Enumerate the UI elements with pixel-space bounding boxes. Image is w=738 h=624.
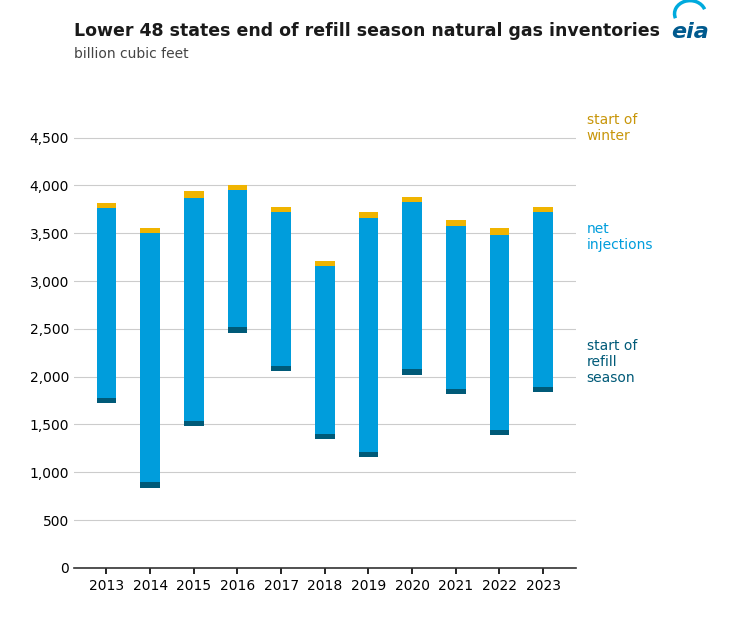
Bar: [533, 212, 553, 392]
Bar: [533, 207, 553, 212]
Text: Lower 48 states end of refill season natural gas inventories: Lower 48 states end of refill season nat…: [74, 22, 660, 40]
Bar: [489, 228, 509, 235]
Bar: [402, 369, 422, 375]
Bar: [402, 202, 422, 375]
Bar: [359, 212, 378, 218]
Bar: [315, 266, 334, 439]
Bar: [359, 452, 378, 457]
Bar: [184, 191, 204, 198]
Text: eia: eia: [671, 22, 708, 42]
Bar: [227, 328, 247, 333]
Bar: [489, 235, 509, 435]
Text: net
injections: net injections: [587, 222, 653, 252]
Bar: [359, 218, 378, 457]
Bar: [97, 208, 117, 404]
Bar: [184, 198, 204, 426]
Text: billion cubic feet: billion cubic feet: [74, 47, 188, 61]
Text: start of
winter: start of winter: [587, 113, 637, 143]
Bar: [315, 261, 334, 266]
Bar: [227, 185, 247, 190]
Bar: [446, 220, 466, 226]
Bar: [140, 228, 160, 233]
Bar: [315, 434, 334, 439]
Bar: [272, 366, 291, 371]
Bar: [489, 430, 509, 435]
Bar: [533, 387, 553, 392]
Bar: [272, 212, 291, 371]
Text: start of
refill
season: start of refill season: [587, 339, 637, 385]
Bar: [446, 226, 466, 394]
Bar: [446, 389, 466, 394]
Bar: [402, 197, 422, 202]
Bar: [97, 203, 117, 208]
Bar: [97, 398, 117, 404]
Bar: [272, 207, 291, 212]
Bar: [140, 233, 160, 487]
Bar: [227, 190, 247, 333]
Bar: [184, 421, 204, 426]
Bar: [140, 482, 160, 487]
